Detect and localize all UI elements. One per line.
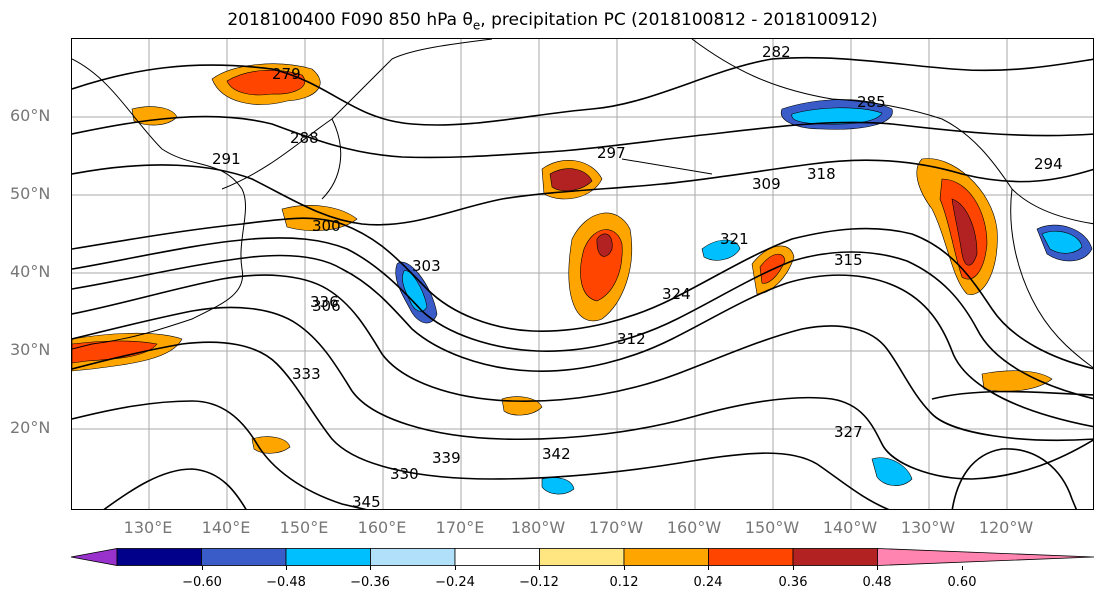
colorbar-tick: 0.12 (609, 575, 639, 590)
colorbar-segment (708, 548, 794, 566)
contour-label: 342 (542, 445, 571, 463)
contour-labels: 282 279 285 288 291 297 300 303 306 309 … (212, 43, 1063, 510)
contour-label: 339 (432, 449, 461, 467)
precip-shading (72, 63, 1093, 495)
colorbar-segment (201, 548, 287, 566)
contour-label: 336 (310, 293, 339, 311)
lon-label: 180°W (510, 518, 566, 537)
contour-label: 303 (412, 257, 441, 275)
coastlines (72, 39, 1093, 369)
contour-label: 306 (312, 297, 341, 315)
colorbar-tick: −0.60 (182, 575, 222, 590)
lat-label: 30°N (10, 340, 51, 359)
lon-label: 170°E (435, 518, 485, 537)
lon-label: 150°E (279, 518, 329, 537)
contour-label: 294 (1034, 155, 1063, 173)
colorbar-segment (285, 548, 371, 566)
colorbar-tick: 0.36 (778, 575, 808, 590)
contour-label: 291 (212, 150, 241, 168)
map-panel: 282 279 285 288 291 297 300 303 306 309 … (71, 38, 1094, 510)
colorbar-segment (623, 548, 709, 566)
colorbar-segment (370, 548, 456, 566)
colorbar-tick: −0.48 (266, 575, 306, 590)
lon-label: 130°E (123, 518, 173, 537)
contour-label: 285 (857, 93, 886, 111)
contour-label: 297 (597, 144, 626, 162)
lat-label: 40°N (10, 262, 51, 281)
contour-label: 288 (290, 129, 319, 147)
contour-label: 312 (617, 330, 646, 348)
lon-label: 160°W (666, 518, 722, 537)
map-graphic: 282 279 285 288 291 297 300 303 306 309 … (72, 39, 1093, 510)
lat-label: 50°N (10, 184, 51, 203)
lon-label: 140°W (822, 518, 878, 537)
contour-label: 318 (807, 165, 836, 183)
lon-label: 150°W (744, 518, 800, 537)
lon-label: 160°E (357, 518, 407, 537)
colorbar-tick: −0.24 (435, 575, 475, 590)
colorbar-extend-high (877, 548, 1095, 566)
contour-label: 315 (834, 251, 863, 269)
contour-label: 309 (752, 175, 781, 193)
contour-label: 282 (762, 43, 791, 61)
colorbar-tick: 0.60 (947, 575, 977, 590)
colorbar-segment (792, 548, 878, 566)
colorbar-segment (454, 548, 540, 566)
colorbar-tick: 0.24 (693, 575, 723, 590)
contour-label: 330 (390, 465, 419, 483)
colorbar-tick: 0.48 (862, 575, 892, 590)
contour-label: 345 (352, 493, 381, 510)
contour-label: 300 (312, 217, 341, 235)
contour-label: 333 (292, 365, 321, 383)
chart-title: 2018100400 F090 850 hPa θe, precipitatio… (227, 10, 878, 33)
lat-label: 20°N (10, 418, 51, 437)
lon-label: 140°E (201, 518, 251, 537)
lon-label: 170°W (588, 518, 644, 537)
colorbar (70, 548, 1095, 566)
lon-label: 130°W (900, 518, 956, 537)
lat-label: 60°N (10, 106, 51, 125)
theta-e-contours (72, 56, 1093, 509)
lon-label: 120°W (978, 518, 1034, 537)
contour-label: 321 (720, 230, 749, 248)
colorbar-segment (116, 548, 202, 566)
colorbar-extend-low (70, 548, 118, 566)
colorbar-segment (539, 548, 625, 566)
contour-label: 279 (272, 65, 301, 83)
colorbar-tick: −0.36 (350, 575, 390, 590)
contour-label: 324 (662, 285, 691, 303)
colorbar-tick: −0.12 (519, 575, 559, 590)
contour-label: 327 (834, 423, 863, 441)
